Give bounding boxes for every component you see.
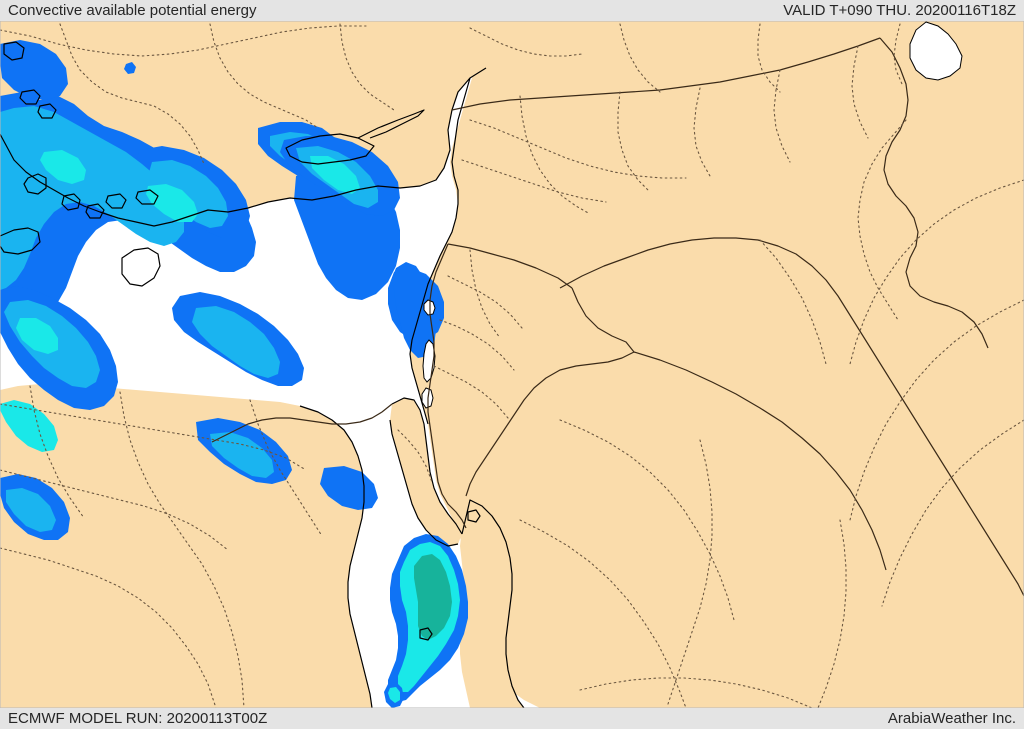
- national-border-layer: [211, 37, 1024, 597]
- border-turkey-iran: [879, 37, 989, 349]
- coast-sinai-west: [391, 397, 463, 535]
- cape-band-med-cyan-2: [146, 184, 198, 222]
- admin-syria-4: [693, 87, 711, 177]
- lake-van: [909, 21, 963, 81]
- cape-band-med-cyan-3: [40, 150, 86, 184]
- coast-small-island-1: [23, 173, 47, 195]
- coast-island-rhodes: [121, 247, 161, 287]
- coast-small-island-5: [135, 189, 159, 205]
- admin-border-layer: [0, 23, 1024, 709]
- coast-egypt-east: [299, 405, 373, 709]
- coast-small-island-7: [19, 89, 41, 105]
- cape-band-med-cyan: [0, 400, 58, 452]
- admin-iraq-4: [759, 239, 827, 365]
- admin-jordan-4: [469, 249, 501, 339]
- admin-syria-6: [851, 45, 869, 139]
- admin-jordan-1: [447, 275, 523, 329]
- admin-iraq-5: [881, 419, 1024, 607]
- admin-syria-3: [617, 91, 651, 193]
- border-turkey-syria: [451, 37, 881, 111]
- border-syria-iraq: [559, 237, 1024, 597]
- cape-plume-redsea-teal: [414, 554, 452, 640]
- admin-syria-1: [469, 119, 687, 179]
- admin-saudi-5: [579, 677, 813, 709]
- land-middle-east: [410, 21, 1024, 708]
- coast-redsea-island-2: [467, 509, 481, 523]
- admin-saudi-2: [519, 519, 687, 709]
- admin-egypt-4: [119, 391, 245, 709]
- model-run-label: ECMWF MODEL RUN: 20200113T00Z: [8, 710, 268, 727]
- cape-speck-turkey: [124, 62, 136, 74]
- admin-syria-5: [773, 69, 791, 163]
- coast-small-island-6: [3, 41, 25, 61]
- admin-egypt-6: [29, 385, 85, 519]
- credit-label: ArabiaWeather Inc.: [887, 710, 1016, 727]
- admin-egypt-2: [0, 469, 229, 551]
- coast-small-island-8: [37, 103, 57, 119]
- cape-band-med-cyan-4: [16, 318, 58, 354]
- footer-bar: ECMWF MODEL RUN: 20200113T00Z ArabiaWeat…: [0, 708, 1024, 729]
- admin-turkey-3: [209, 23, 319, 129]
- coast-levant: [409, 77, 471, 425]
- coast-gulf-suez: [389, 419, 459, 547]
- admin-syria-2: [519, 95, 591, 215]
- coast-redsea-island-1: [419, 627, 433, 641]
- coast-small-island-4: [105, 193, 127, 209]
- cape-contour-layer: [0, 40, 468, 708]
- cape-band-levant-blue: [392, 262, 436, 358]
- header-bar: Convective available potential energy VA…: [0, 0, 1024, 21]
- coast-cyprus: [285, 133, 375, 165]
- admin-turkey-6: [619, 23, 661, 93]
- border-saudi-iraq: [633, 351, 887, 571]
- admin-syria-7: [461, 159, 607, 203]
- coast-small-island-2: [61, 193, 81, 211]
- valid-time-label: VALID T+090 THU. 20200116T18Z: [783, 2, 1016, 19]
- admin-saudi-1: [559, 419, 735, 621]
- coastline-layer: [0, 41, 525, 709]
- admin-saudi-4: [817, 519, 847, 709]
- cape-band-med-lightblue-4: [148, 160, 228, 228]
- page-title: Convective available potential energy: [8, 2, 257, 19]
- coast-island-crete-edge: [0, 227, 41, 255]
- cape-plume-redsea-tail-cyan: [388, 687, 400, 703]
- admin-turkey-2: [59, 23, 205, 165]
- admin-turkey-4: [339, 23, 395, 111]
- admin-iraq-2: [849, 179, 1024, 365]
- border-jordan-saudi: [465, 351, 635, 497]
- admin-jordan-3: [433, 365, 509, 419]
- admin-iraq-3: [849, 299, 1024, 521]
- coast-anatolia-south: [0, 67, 487, 227]
- border-jordan-iraq-saudi: [571, 287, 635, 353]
- border-jordan-syria: [447, 243, 573, 289]
- coast-arabia-west: [461, 499, 525, 709]
- border-jordan-west: [427, 243, 467, 529]
- admin-turkey-8: [893, 23, 903, 85]
- admin-iraq-1: [857, 119, 907, 321]
- admin-turkey-1: [0, 25, 367, 57]
- coast-cyprus-cape: [357, 109, 425, 139]
- cape-band-med-lightblue-7: [6, 488, 56, 532]
- coast-small-island-3: [85, 203, 105, 219]
- cape-band-med-lightblue-3: [192, 306, 280, 378]
- admin-saudi-3: [667, 439, 713, 705]
- admin-egypt-3: [0, 547, 217, 709]
- cape-band-med-lightblue-6: [210, 432, 274, 478]
- land-anatolia: [0, 21, 1024, 226]
- cape-band-cyprus-cyan: [310, 156, 360, 194]
- admin-sinai-1: [397, 429, 433, 483]
- border-egypt-israel: [211, 403, 393, 443]
- admin-jordan-2: [439, 319, 515, 371]
- admin-egypt-5: [249, 399, 323, 537]
- cape-band-med-blue-7: [0, 40, 68, 100]
- admin-turkey-5: [469, 27, 583, 57]
